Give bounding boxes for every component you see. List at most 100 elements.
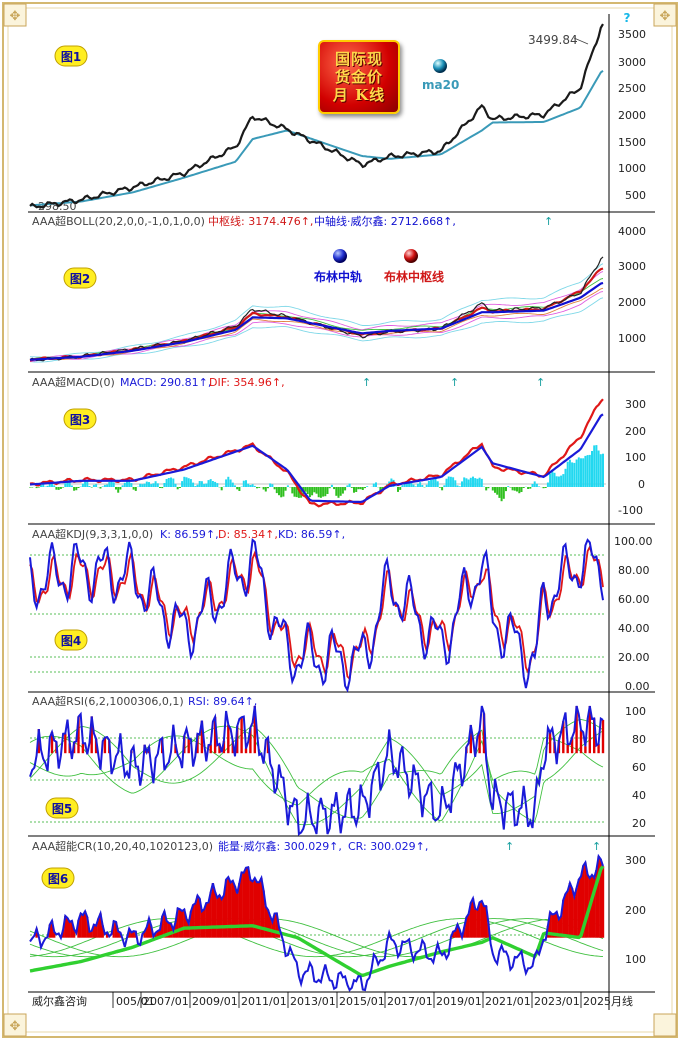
svg-text:2017/01: 2017/01 <box>387 995 433 1008</box>
svg-text:-100: -100 <box>618 504 643 517</box>
svg-text:图1: 图1 <box>61 50 81 64</box>
svg-text:20: 20 <box>632 817 646 830</box>
svg-text:↑: ↑ <box>450 376 459 389</box>
badge-p1: 图1 <box>54 45 88 67</box>
svg-text:2025: 2025 <box>583 995 611 1008</box>
svg-text:2009/01: 2009/01 <box>192 995 238 1008</box>
p6-energy-line <box>29 865 605 978</box>
header-p4-name: AAA超KDJ(9,3,3,1,0,0) <box>32 527 153 541</box>
svg-text:100: 100 <box>625 451 646 464</box>
ticks-p4: 100.00 80.00 60.00 40.00 20.00 0.00 <box>614 535 653 693</box>
p4-d-line <box>29 544 604 681</box>
svg-text:60: 60 <box>632 761 646 774</box>
inner-border <box>7 7 673 1033</box>
svg-text:300: 300 <box>625 854 646 867</box>
svg-text:100: 100 <box>625 953 646 966</box>
svg-text:3000: 3000 <box>618 56 646 69</box>
header-p4-c2: D: 85.34↑, <box>218 528 278 541</box>
corner-mark-tr: ✥ <box>660 9 671 24</box>
p5-envelope-0 <box>29 724 604 822</box>
p1-price-line <box>29 23 604 209</box>
header-p3-c1: MACD: 290.81↑, <box>120 376 211 389</box>
help-mark[interactable]: ? <box>624 11 631 25</box>
header-p6: AAA超能CR(10,20,40,1020123,0) 能量·威尔鑫: 300.… <box>32 839 428 853</box>
boll-mid-legend-ball <box>333 249 347 263</box>
p2-band-3 <box>29 291 604 363</box>
header-p5-name: AAA超RSI(6,2,1000306,0,1) <box>32 694 184 708</box>
svg-text:2021/01: 2021/01 <box>485 995 531 1008</box>
svg-text:40.00: 40.00 <box>618 622 650 635</box>
svg-text:60.00: 60.00 <box>618 593 650 606</box>
boll-center-legend-ball <box>404 249 418 263</box>
p2-mid-line <box>29 281 604 361</box>
badge-p3: 图3 <box>63 408 97 430</box>
svg-text:2500: 2500 <box>618 82 646 95</box>
svg-text:↑: ↑ <box>544 215 553 228</box>
ma20-legend-ball <box>433 59 447 73</box>
header-p2: AAA超BOLL(20,2,0,0,-1,0,1,0,0) 中枢线: 3174.… <box>32 214 456 228</box>
p5-envelope-1 <box>29 718 604 826</box>
header-p3: AAA超MACD(0) MACD: 290.81↑, DIF: 354.96↑, <box>32 375 285 389</box>
corner-br <box>653 1013 677 1037</box>
p5-rsi-line <box>29 705 604 836</box>
svg-text:图3: 图3 <box>70 413 90 427</box>
header-p4-c3: KD: 86.59↑, <box>278 528 345 541</box>
corner-tl <box>3 3 27 27</box>
signal-arrows: ↑ ↑ ↑ ↑ ↑ ↑ <box>362 215 601 853</box>
p6-cr-line <box>29 853 604 992</box>
svg-text:2000: 2000 <box>618 109 646 122</box>
svg-text:1500: 1500 <box>618 136 646 149</box>
bottom-axis-ticks <box>112 992 582 1008</box>
top-price-pointer <box>573 37 589 45</box>
svg-text:↑: ↑ <box>592 840 601 853</box>
kdj-guides <box>30 554 606 673</box>
ticks-p5: 100 80 60 40 20 <box>625 705 646 830</box>
svg-text:100: 100 <box>625 705 646 718</box>
p6-wave-0 <box>29 918 604 958</box>
badge-p2: 图2 <box>63 267 97 289</box>
svg-text:2023/01: 2023/01 <box>534 995 580 1008</box>
bottom-axis: 威尔鑫咨询 005/01 2007/01 2009/01 2011/01 201… <box>32 994 633 1008</box>
header-p3-c2: DIF: 354.96↑, <box>209 376 285 389</box>
header-p6-name: AAA超能CR(10,20,40,1020123,0) <box>32 839 213 853</box>
p3-macd-line <box>29 413 604 504</box>
svg-text:图5: 图5 <box>52 802 72 816</box>
header-p5: AAA超RSI(6,2,1000306,0,1) RSI: 89.64↑, <box>32 694 257 708</box>
svg-text:2000: 2000 <box>618 296 646 309</box>
svg-text:005/01: 005/01 <box>116 995 155 1008</box>
svg-text:0: 0 <box>638 478 645 491</box>
seal-line-1: 国际现 <box>334 50 383 68</box>
svg-text:200: 200 <box>625 904 646 917</box>
boll-center-legend-label: 布林中枢线 <box>384 269 444 284</box>
svg-text:2011/01: 2011/01 <box>241 995 287 1008</box>
ma20-legend-label: ma20 <box>422 78 459 92</box>
header-p5-c1: RSI: 89.64↑, <box>188 695 257 708</box>
ticks-p6: 300 200 100 <box>625 854 646 966</box>
seal-line-2: 货金价 <box>334 68 383 86</box>
p2-band-0 <box>29 263 604 358</box>
svg-text:3000: 3000 <box>618 260 646 273</box>
ticks-p1: 3500 3000 2500 2000 1500 1000 500 <box>618 28 646 202</box>
corner-mark-bl: ✥ <box>10 1019 21 1034</box>
svg-text:20.00: 20.00 <box>618 651 650 664</box>
p4-k-line <box>29 538 604 693</box>
svg-text:↑: ↑ <box>505 840 514 853</box>
svg-text:40: 40 <box>632 789 646 802</box>
badge-p6: 图6 <box>41 867 75 889</box>
ticks-p3: 300 200 100 0 -100 <box>618 398 646 517</box>
header-p2-name: AAA超BOLL(20,2,0,0,-1,0,1,0,0) <box>32 214 205 228</box>
svg-text:↑: ↑ <box>536 376 545 389</box>
header-p4-c1: K: 86.59↑, <box>160 528 219 541</box>
header-p2-c2: 中轴线·威尔鑫: 2712.668↑, <box>314 214 456 228</box>
svg-text:0.00: 0.00 <box>625 680 650 693</box>
top-price-label: 3499.84 <box>528 33 578 47</box>
header-p3-name: AAA超MACD(0) <box>32 375 115 389</box>
svg-text:图6: 图6 <box>48 872 68 886</box>
header-p4: AAA超KDJ(9,3,3,1,0,0) K: 86.59↑, D: 85.34… <box>32 527 345 541</box>
svg-text:2007/01: 2007/01 <box>143 995 189 1008</box>
p2-band-5 <box>29 287 604 361</box>
chart-marks <box>29 23 605 992</box>
